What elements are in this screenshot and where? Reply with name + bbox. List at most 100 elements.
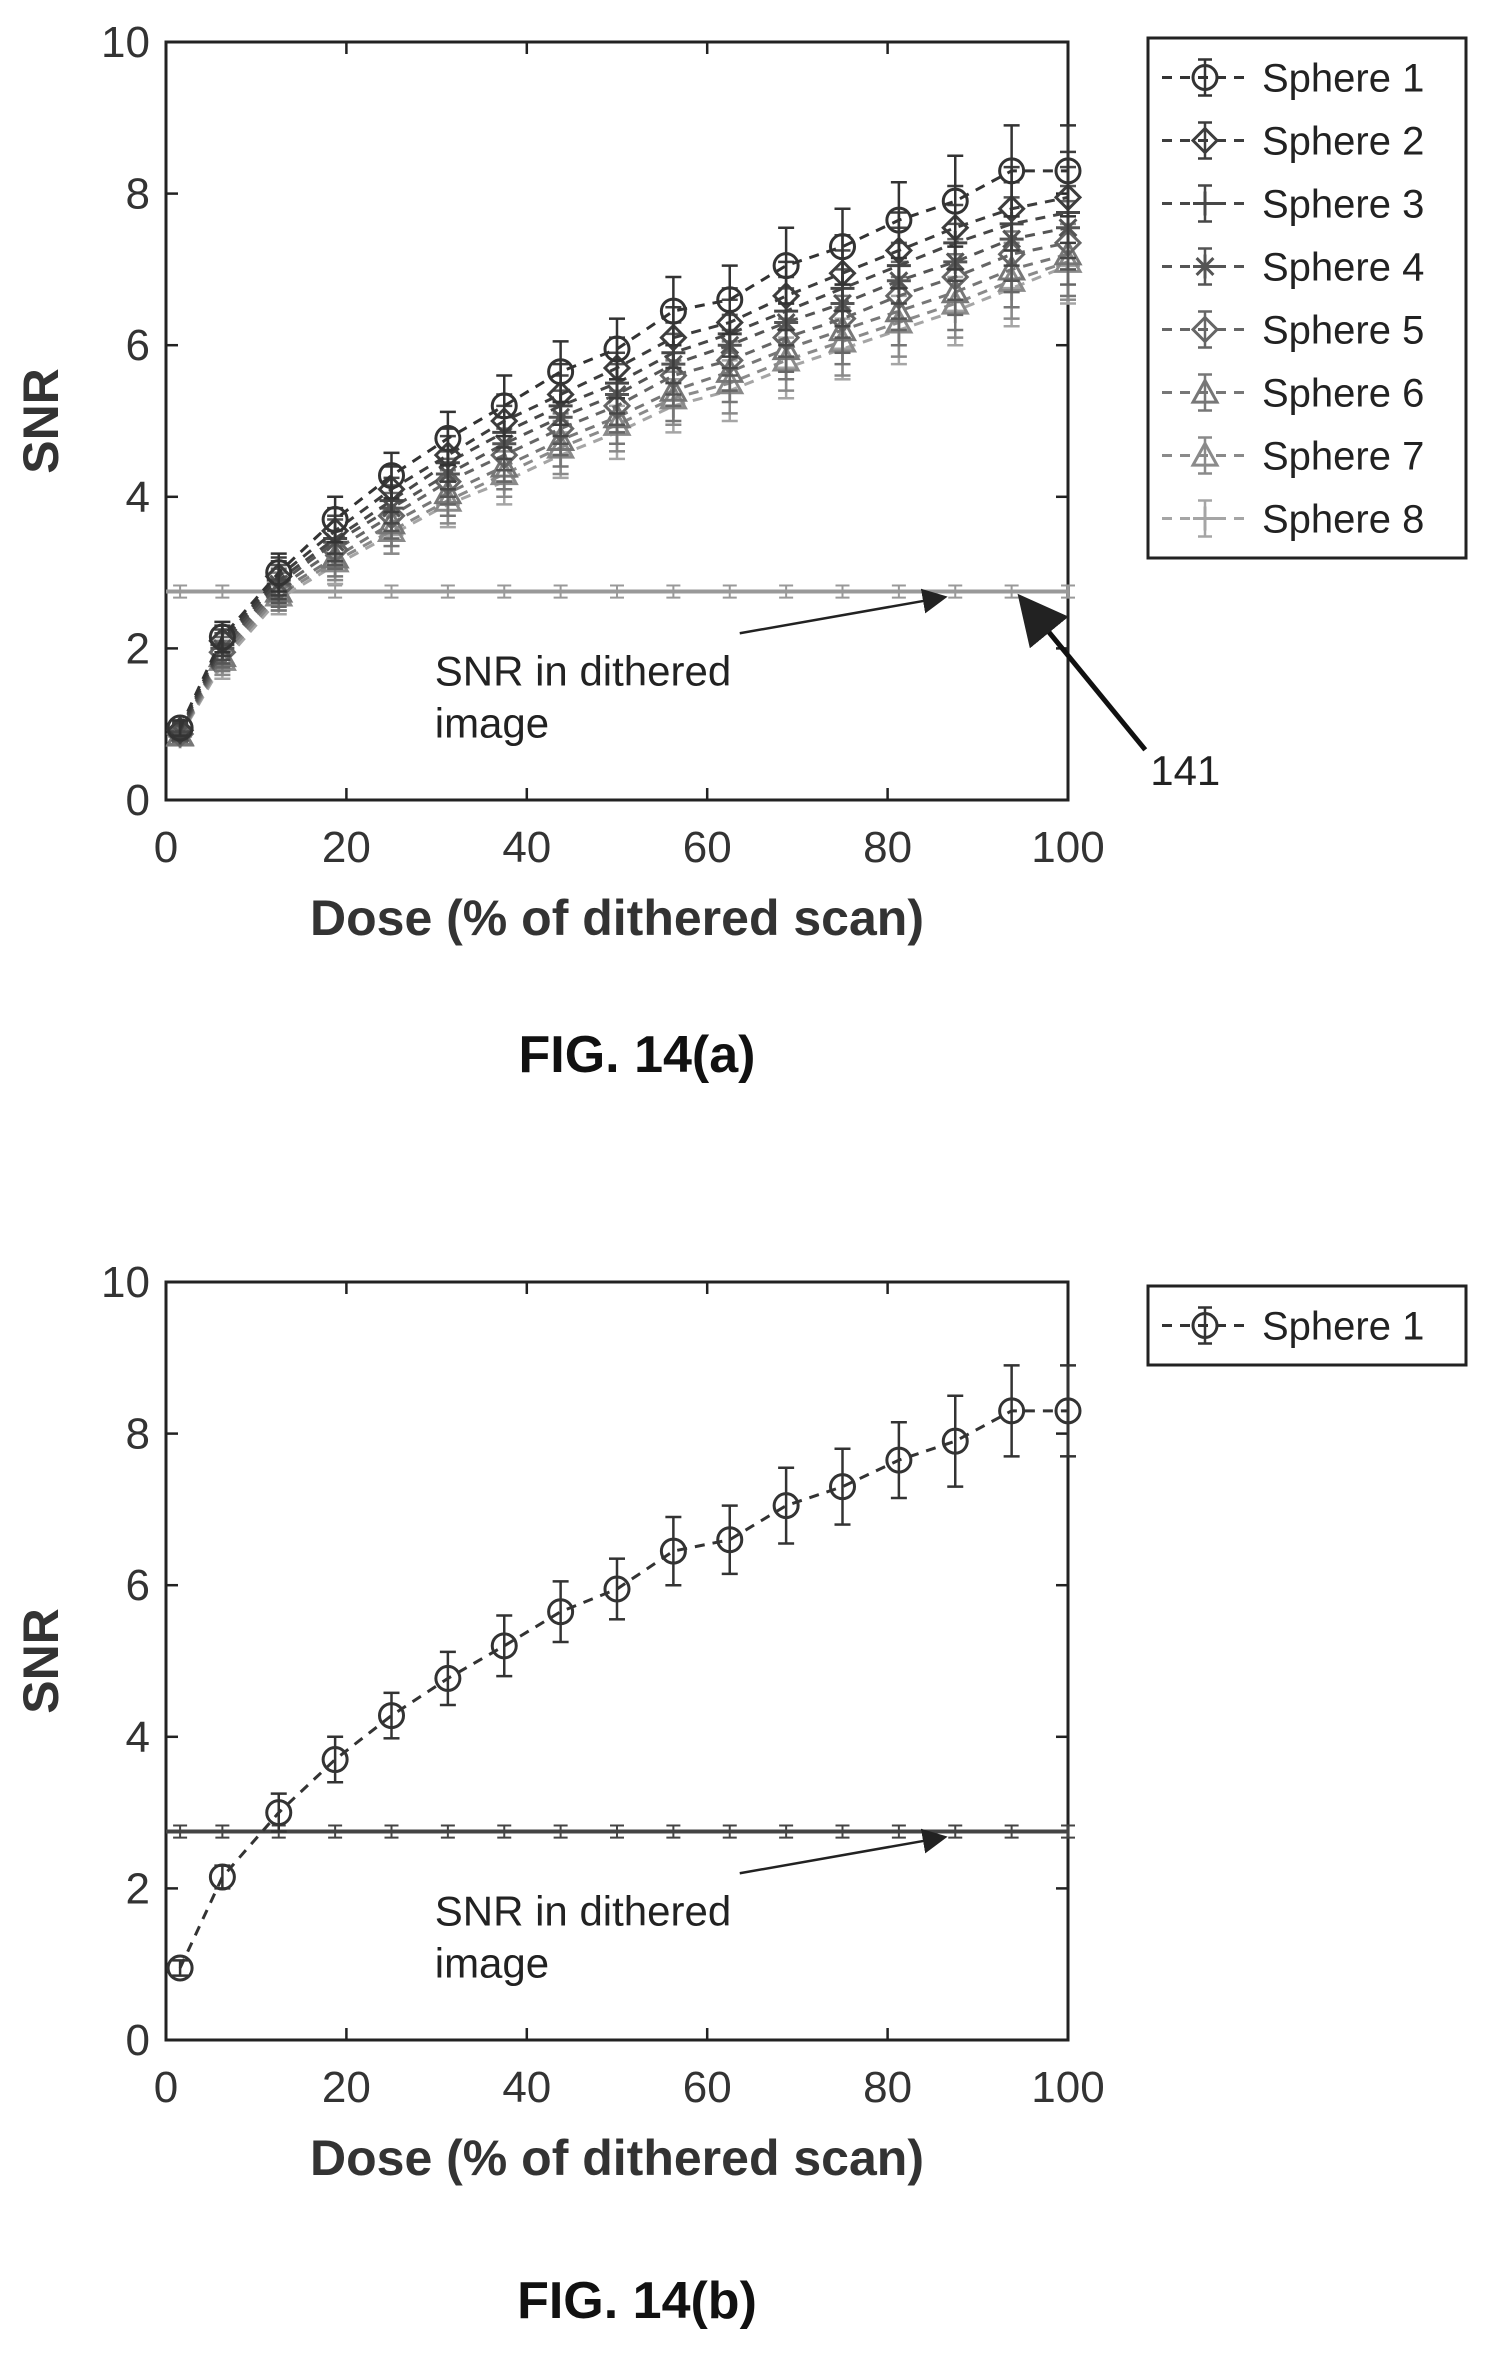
series-line: [178, 260, 1069, 737]
legend-marker: [1193, 254, 1217, 279]
data-point: [433, 440, 462, 470]
data-point: [772, 252, 800, 280]
figure-caption: FIG. 14(b): [517, 2272, 757, 2330]
data-point: [772, 281, 801, 311]
legend: Sphere 1 Sphere 2 Sphere 3 Sphere 4 Sphere 5…: [1146, 36, 1468, 560]
data-point: [997, 194, 1026, 223]
x-tick-label: 100: [1031, 823, 1104, 872]
annotation-text: SNR in dithered: [435, 1887, 731, 1934]
x-tick-label: 20: [322, 2063, 371, 2112]
annotation-text: image: [435, 699, 549, 746]
legend-label: Sphere 1: [1262, 57, 1424, 101]
legend-label: Sphere 6: [1262, 372, 1424, 416]
legend-entry-3: Sphere 3: [1162, 183, 1424, 227]
data-point: [885, 206, 913, 234]
data-point: [165, 716, 195, 745]
legend-entry-2: Sphere 2: [1162, 120, 1424, 164]
y-tick-label: 0: [126, 776, 150, 825]
x-tick-label: 80: [863, 823, 912, 872]
legend-entry-6: Sphere 6: [1162, 372, 1424, 416]
data-point: [208, 623, 236, 651]
legend-entry-8: Sphere 8: [1162, 498, 1424, 542]
series-1: [166, 1364, 1082, 1982]
data-point: [547, 358, 575, 386]
series-1: [166, 124, 1082, 742]
legend-entry-4: Sphere 4: [1162, 246, 1424, 290]
data-point: [165, 719, 195, 749]
x-tick-label: 40: [502, 2063, 551, 2112]
x-tick-label: 80: [863, 2063, 912, 2112]
legend-box: [1146, 36, 1468, 560]
legend-marker: [1190, 377, 1220, 404]
legend-marker: [1190, 440, 1220, 467]
legend-marker: [1190, 315, 1220, 344]
data-point: [1054, 1397, 1082, 1425]
data-point: [716, 1526, 744, 1554]
y-tick-label: 6: [126, 321, 150, 370]
plot-frame: [164, 1280, 1070, 2042]
data-point: [321, 506, 349, 534]
legend: Sphere 1: [1146, 1284, 1468, 1367]
y-tick-label: 2: [126, 624, 150, 673]
y-tick-label: 10: [101, 1258, 150, 1307]
data-point: [659, 1537, 687, 1565]
data-point: [659, 297, 687, 325]
y-tick-label: 2: [126, 1864, 150, 1913]
data-point: [208, 1863, 236, 1891]
data-point: [490, 1632, 518, 1660]
data-point: [434, 424, 462, 452]
y-axis-label: SNR: [13, 368, 69, 474]
legend-label: Sphere 1: [1262, 1305, 1424, 1349]
x-axis-label: Dose (% of dithered scan): [310, 890, 924, 946]
y-axis-label: SNR: [13, 1608, 69, 1714]
legend-marker: [1191, 64, 1219, 91]
data-point: [941, 187, 969, 215]
data-point: [829, 233, 856, 261]
data-point: [265, 1799, 293, 1827]
data-point: [998, 1397, 1026, 1425]
x-tick-label: 0: [154, 823, 178, 872]
data-point: [166, 1954, 194, 1982]
data-point: [265, 559, 293, 587]
x-tick-label: 60: [683, 2063, 732, 2112]
x-tick-label: 20: [322, 823, 371, 872]
y-tick-label: 0: [126, 2016, 150, 2065]
y-tick-label: 4: [126, 1713, 150, 1762]
annotation-arrow: [1017, 593, 1148, 752]
legend-label: Sphere 3: [1262, 183, 1424, 227]
annotation-arrow: [739, 588, 948, 635]
legend-marker: [1193, 191, 1217, 216]
x-tick-label: 100: [1031, 2063, 1104, 2112]
legend-entry-5: Sphere 5: [1162, 309, 1424, 353]
chart-1: 0 20 40 60 80 100 0 2 4 6 8 10 Dose (% of dithered s…: [13, 18, 1468, 1084]
data-point: [941, 1427, 969, 1455]
x-tick-label: 60: [683, 823, 732, 872]
legend-label: Sphere 8: [1262, 498, 1424, 542]
data-point: [378, 1702, 405, 1730]
y-tick-label: 4: [126, 473, 150, 522]
data-point: [166, 714, 194, 742]
data-point: [603, 335, 631, 363]
data-point: [884, 236, 913, 265]
x-tick-label: 40: [502, 823, 551, 872]
data-point: [1054, 157, 1082, 185]
y-tick-label: 6: [126, 1561, 150, 1610]
annotation-text: SNR in dithered: [435, 647, 731, 694]
data-point: [434, 1664, 462, 1692]
legend-marker: [1190, 126, 1220, 155]
annotation-arrow: [739, 1828, 948, 1875]
legend-label: Sphere 7: [1262, 435, 1424, 479]
legend-label: Sphere 4: [1262, 246, 1424, 290]
x-tick-label: 0: [154, 2063, 178, 2112]
legend-label: Sphere 2: [1262, 120, 1424, 164]
data-point: [321, 1746, 349, 1774]
legend-entry-1: Sphere 1: [1162, 57, 1424, 101]
series-line: [178, 211, 1069, 733]
data-point: [546, 380, 575, 409]
data-point: [998, 157, 1026, 185]
data-point: [716, 286, 744, 314]
annotation-text: image: [435, 1939, 549, 1986]
data-point: [547, 1598, 575, 1626]
data-point: [829, 1473, 856, 1501]
